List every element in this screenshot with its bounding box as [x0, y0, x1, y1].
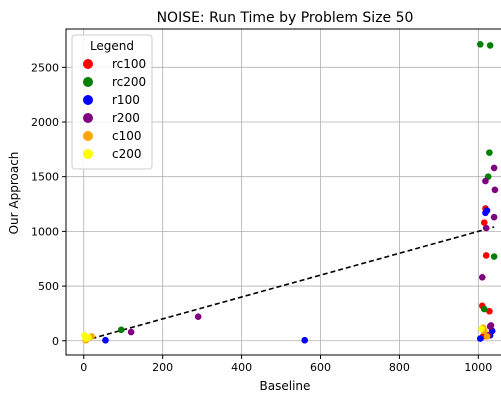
data-point-r100 — [301, 336, 309, 344]
plot-frame — [65, 28, 501, 356]
y-tick-label: 1500 — [31, 171, 59, 184]
data-point-r200 — [127, 328, 135, 336]
legend-label-c200: c200 — [112, 147, 142, 161]
data-point-r200 — [490, 164, 498, 172]
data-point-c200 — [85, 334, 92, 341]
data-point-r200 — [482, 224, 490, 232]
legend-label-c100: c100 — [112, 129, 142, 143]
data-point-rc200 — [480, 305, 488, 313]
data-point-r200 — [478, 274, 486, 281]
trend-line-layer — [83, 226, 495, 342]
trend-line — [83, 226, 495, 342]
data-point-rc200 — [490, 253, 498, 260]
legend-marker-r200 — [83, 113, 93, 123]
data-point-rc200 — [486, 149, 493, 156]
data-points — [81, 41, 499, 344]
y-axis-label: Our Approach — [7, 152, 21, 235]
legend-label-r200: r200 — [112, 111, 140, 125]
data-point-rc200 — [476, 41, 484, 48]
x-tick-label: 800 — [389, 361, 410, 374]
data-point-r100 — [483, 207, 491, 214]
data-point-r200 — [490, 213, 498, 221]
data-point-c200 — [478, 325, 485, 333]
x-axis: 0 200 400 600 800 1000 — [80, 355, 492, 374]
chart-title: NOISE: Run Time by Problem Size 50 — [157, 10, 414, 26]
data-point-rc200 — [486, 42, 494, 49]
x-tick-label: 600 — [310, 361, 331, 374]
legend-marker-c200 — [83, 149, 93, 159]
data-point-r100 — [102, 336, 109, 344]
data-point-c100 — [483, 333, 491, 340]
x-tick-label: 200 — [152, 361, 173, 374]
y-tick-label: 500 — [38, 280, 59, 293]
x-axis-label: Baseline — [260, 379, 311, 393]
legend-marker-rc100 — [83, 59, 93, 69]
data-point-r200 — [487, 322, 495, 329]
x-tick-label: 400 — [231, 361, 252, 374]
data-point-r200 — [194, 313, 202, 321]
legend-marker-r100 — [83, 95, 93, 105]
data-point-rc200 — [117, 326, 125, 334]
legend-label-rc100: rc100 — [112, 57, 146, 71]
legend-label-rc200: rc200 — [112, 75, 146, 89]
y-tick-label: 1000 — [31, 225, 59, 238]
x-tick-label: 1000 — [464, 361, 492, 374]
legend: Legend rc100 rc200 r100 r200 c100 c200 — [71, 34, 153, 170]
data-point-rc100 — [482, 252, 490, 259]
legend-label-r100: r100 — [112, 93, 140, 107]
y-tick-label: 0 — [52, 335, 59, 348]
data-point-rc100 — [480, 219, 488, 226]
y-axis: 0 500 1000 1500 2000 2500 — [31, 61, 66, 348]
y-tick-label: 2000 — [31, 116, 59, 129]
data-point-r100 — [476, 335, 484, 342]
data-point-r200 — [482, 177, 489, 185]
x-tick-label: 0 — [80, 361, 87, 374]
data-point-rc100 — [486, 307, 493, 315]
data-point-r200 — [491, 186, 499, 194]
legend-marker-c100 — [83, 131, 93, 141]
y-tick-label: 2500 — [31, 61, 59, 74]
legend-title: Legend — [90, 39, 134, 53]
legend-marker-rc200 — [83, 77, 93, 87]
